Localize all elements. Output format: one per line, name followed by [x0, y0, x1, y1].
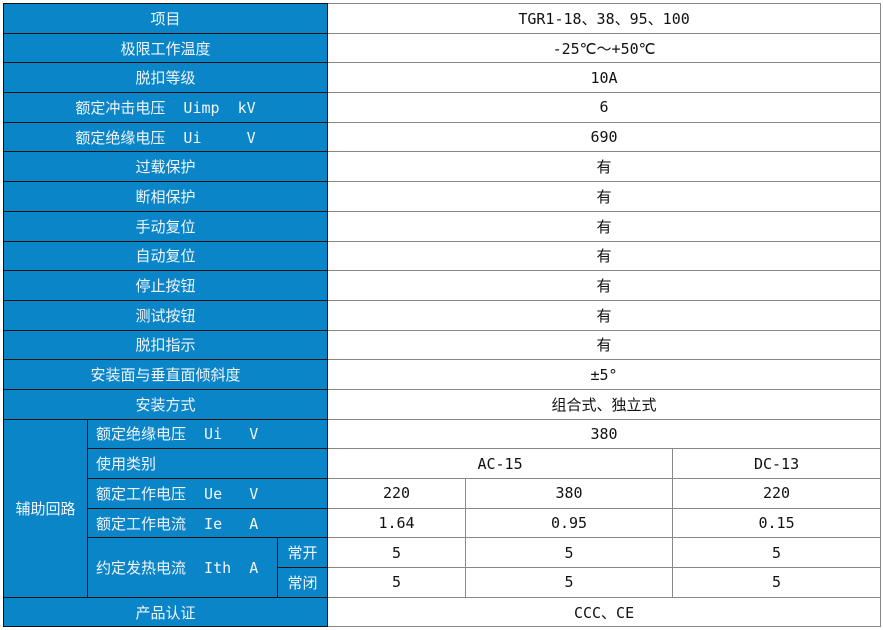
- cell: 有: [327, 151, 882, 183]
- cell: 测试按钮: [2, 299, 329, 331]
- cell: 0.15: [672, 507, 882, 539]
- table-row: 脱扣等级 10A: [2, 62, 882, 94]
- table-row: 辅助回路 额定绝缘电压 Ui V 380: [3, 418, 882, 598]
- cell: 有: [327, 329, 882, 361]
- cell: 5: [327, 567, 467, 598]
- cell: 690: [327, 121, 882, 153]
- cell: 断相保护: [2, 181, 329, 212]
- table-row: 产品认证 CCC、CE: [2, 596, 882, 628]
- cell: 额定绝缘电压 Ui V: [86, 418, 329, 450]
- cell: 有: [327, 299, 882, 331]
- cell: 项目: [2, 3, 329, 34]
- table-row: 断相保护有: [2, 181, 882, 212]
- spec-table: 项目 TGR1-18、38、95、100 极限工作温度 -25℃～+50℃ 脱扣等级 10…: [2, 3, 882, 628]
- table-row: 自动复位有: [2, 240, 882, 272]
- cell: 0.95: [465, 507, 674, 539]
- table-row: 安装方式 组合式、独立式: [2, 388, 882, 420]
- table-row: 额定工作电压 Ue V 220 380 220: [4, 478, 882, 509]
- cell: 5: [672, 537, 882, 569]
- cell: 安装方式: [2, 388, 329, 420]
- cell: DC-13: [672, 448, 882, 479]
- table-row: 额定绝缘电压 Ui V 690: [2, 121, 882, 153]
- cell: 停止按钮: [2, 270, 329, 301]
- cell: CCC、CE: [327, 596, 882, 628]
- cell: 有: [327, 240, 882, 272]
- cell: 10A: [327, 62, 882, 94]
- cell: 5: [672, 567, 882, 598]
- table-row: 项目 TGR1-18、38、95、100: [2, 3, 882, 34]
- cell: 组合式、独立式: [327, 388, 882, 420]
- table-row: 极限工作温度 -25℃～+50℃: [2, 32, 882, 64]
- cell: 有: [327, 270, 882, 301]
- table-row: 约定发热电流 Ith A 常开 5 5 5: [4, 537, 882, 598]
- cell: 1.64: [327, 507, 467, 539]
- cell: 自动复位: [2, 240, 329, 272]
- cell: 安装面与垂直面倾斜度: [2, 359, 329, 390]
- cell: 额定工作电流 Ie A: [86, 507, 329, 539]
- cell: 使用类别: [86, 448, 329, 479]
- table-row: 额定工作电流 Ie A 1.64 0.95 0.15: [4, 507, 882, 539]
- table-row: 使用类别 AC-15 DC-13: [4, 448, 882, 479]
- cell: 380: [327, 418, 882, 450]
- cell: 220: [327, 478, 467, 509]
- table-row: 手动复位有: [2, 210, 882, 242]
- cell: 5: [327, 537, 467, 569]
- cell: 220: [672, 478, 882, 509]
- cell: 脱扣指示: [2, 329, 329, 361]
- table-row: 过载保护有: [2, 151, 882, 183]
- cell: -25℃～+50℃: [327, 32, 882, 64]
- cell: 额定工作电压 Ue V: [86, 478, 329, 509]
- cell: 极限工作温度: [2, 32, 329, 64]
- table-row: 测试按钮有: [2, 299, 882, 331]
- cell: 5: [465, 537, 674, 569]
- table-row: 停止按钮有: [2, 270, 882, 301]
- cell: 手动复位: [2, 210, 329, 242]
- table-row: 脱扣指示有: [2, 329, 882, 361]
- cell: 产品认证: [2, 596, 329, 628]
- cell: 过载保护: [2, 151, 329, 183]
- cell: 脱扣等级: [2, 62, 329, 94]
- cell: 常开: [276, 537, 329, 569]
- cell: 额定绝缘电压 Ui V: [2, 121, 329, 153]
- cell: 约定发热电流 Ith A: [87, 537, 278, 598]
- cell: 有: [327, 210, 882, 242]
- table-row: 安装面与垂直面倾斜度 ±5°: [2, 359, 882, 390]
- cell: AC-15: [327, 448, 674, 479]
- cell: 常闭: [276, 567, 329, 598]
- table-row: 额定冲击电压 Uimp kV 6: [2, 92, 882, 123]
- aux-group-label: 辅助回路: [3, 418, 88, 598]
- cell: 5: [465, 567, 674, 598]
- cell: 有: [327, 181, 882, 212]
- cell: 额定冲击电压 Uimp kV: [2, 92, 329, 123]
- table-row: 常闭 5 5 5: [4, 567, 882, 598]
- cell: 6: [327, 92, 882, 123]
- cell: ±5°: [327, 359, 882, 390]
- cell: TGR1-18、38、95、100: [327, 3, 882, 34]
- cell: 380: [465, 478, 674, 509]
